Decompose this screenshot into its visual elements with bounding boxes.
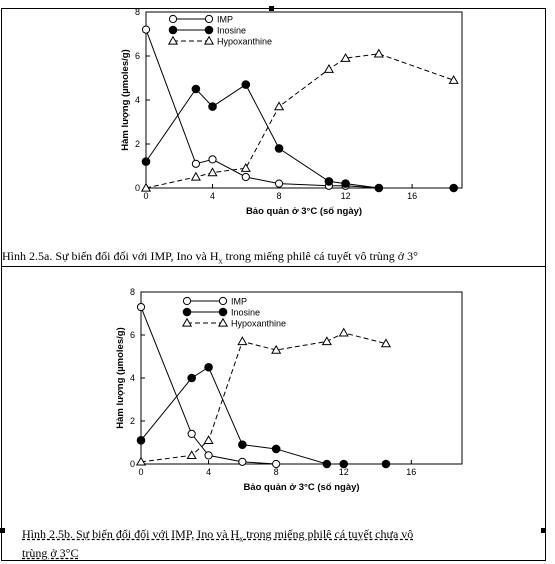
legend-entry-imp: IMP <box>231 297 247 307</box>
y-tick-label: 2 <box>135 139 140 149</box>
y-tick-label: 6 <box>135 51 140 61</box>
legend-entry-imp: IMP <box>217 15 233 25</box>
x-tick-label: 4 <box>206 467 211 477</box>
data-point-imp <box>272 459 281 469</box>
legend-marker <box>218 307 228 317</box>
selection-handle-bottom-left[interactable] <box>0 528 5 533</box>
data-point-hypoxanthine <box>186 450 197 460</box>
legend-marker <box>218 296 228 306</box>
data-point-hypoxanthine <box>340 52 351 62</box>
data-point-inosine <box>187 373 196 383</box>
data-point-hypoxanthine <box>373 48 384 58</box>
y-tick-label: 4 <box>135 95 140 105</box>
caption-figure-a: Hình 2.5a. Sự biến đổi đối với IMP, Ino … <box>2 249 418 266</box>
y-tick-label: 0 <box>130 459 135 469</box>
data-point-imp <box>238 457 247 466</box>
data-point-inosine <box>136 436 146 445</box>
data-point-inosine <box>204 362 213 372</box>
x-tick-label: 16 <box>407 191 417 201</box>
legend-entry-inosine: Inosine <box>217 26 246 36</box>
y-tick-label: 6 <box>130 330 135 340</box>
data-point-hypoxanthine <box>338 327 349 337</box>
x-tick-label: 8 <box>277 191 282 201</box>
series-line-inosine <box>140 366 386 465</box>
series-line-imp <box>145 29 379 189</box>
data-point-hypoxanthine <box>140 182 152 192</box>
data-point-hypoxanthine <box>135 456 147 466</box>
data-point-inosine <box>191 84 201 94</box>
x-axis-label: Bảo quản ở 3°C (số ngày) <box>246 206 362 217</box>
legend-marker <box>182 296 192 306</box>
y-tick-label: 8 <box>135 7 140 17</box>
legend-marker <box>204 14 214 24</box>
data-point-hypoxanthine <box>237 336 248 346</box>
data-point-imp <box>241 172 250 182</box>
y-axis-label: Hàm lượng (µmoles/g) <box>120 49 131 150</box>
data-point-imp <box>136 302 146 312</box>
x-tick-label: 0 <box>143 191 148 201</box>
series-line-hypoxanthine <box>140 332 387 463</box>
data-point-inosine <box>271 444 281 454</box>
legend-entry-inosine: Inosine <box>231 308 260 318</box>
chart-figure-a: 0 2 4 6 8 0 4 8 12 16 Bảo quản ở 3°C (số ngày) Hàm … <box>120 7 463 217</box>
figure-separator <box>1 266 546 267</box>
x-tick-label: 12 <box>341 191 351 201</box>
data-point-imp <box>274 179 284 188</box>
data-point-inosine <box>141 157 151 166</box>
data-point-hypoxanthine <box>380 338 392 348</box>
legend-marker <box>168 14 178 24</box>
x-tick-label: 16 <box>406 467 416 477</box>
data-point-hypoxanthine <box>271 344 282 354</box>
data-point-inosine <box>374 183 384 193</box>
data-point-inosine <box>274 144 284 153</box>
data-point-hypoxanthine <box>273 101 285 111</box>
data-point-imp <box>187 429 196 438</box>
x-axis-label: Bảo quản ở 3°C (số ngày) <box>243 482 359 493</box>
legend-marker <box>204 25 214 35</box>
data-point-inosine <box>238 440 247 449</box>
data-point-inosine <box>449 183 458 193</box>
legend-marker <box>181 317 193 327</box>
chart-figure-b: 0 2 4 6 8 0 4 8 12 16 Bảo quản ở 3°C (số ngày) Hàm … <box>115 287 463 493</box>
x-tick-label: 0 <box>138 467 143 477</box>
data-point-inosine <box>341 179 350 188</box>
data-point-inosine <box>241 80 251 89</box>
series-line-hypoxanthine <box>145 53 454 189</box>
data-point-inosine <box>339 459 349 469</box>
series-line-inosine <box>145 83 454 189</box>
legend-entry-hypoxanthine: Hypoxanthine <box>217 37 272 47</box>
data-point-inosine <box>324 177 334 186</box>
legend-entry-hypoxanthine: Hypoxanthine <box>231 319 286 329</box>
data-point-hypoxanthine <box>321 336 332 346</box>
y-tick-label: 2 <box>130 416 135 426</box>
selection-handle-top[interactable] <box>269 6 274 11</box>
data-point-hypoxanthine <box>240 162 251 172</box>
legend-marker <box>182 307 192 317</box>
x-tick-label: 12 <box>339 467 349 477</box>
data-point-imp <box>141 25 151 34</box>
data-point-hypoxanthine <box>203 435 214 444</box>
y-axis-label: Hàm lượng (µmoles/g) <box>115 327 126 428</box>
data-point-hypoxanthine <box>323 63 335 73</box>
legend-marker <box>167 35 179 45</box>
data-point-imp <box>191 159 200 168</box>
y-tick-label: 0 <box>135 183 140 193</box>
x-tick-label: 8 <box>274 467 279 477</box>
x-tick-label: 4 <box>210 191 215 201</box>
data-point-imp <box>204 451 213 460</box>
data-point-hypoxanthine <box>207 167 218 177</box>
y-tick-label: 8 <box>130 287 135 297</box>
legend-marker <box>203 35 215 45</box>
legend-marker <box>168 25 178 35</box>
caption-figure-b: Hình 2.5b. Sự biến đổi đối với IMP, Ino … <box>22 527 414 561</box>
selection-handle-bottom-right[interactable] <box>541 528 546 533</box>
legend-marker <box>217 317 229 327</box>
data-point-inosine <box>322 459 332 469</box>
data-point-imp <box>208 155 217 164</box>
data-point-inosine <box>381 459 391 469</box>
y-tick-label: 4 <box>130 373 135 383</box>
data-point-hypoxanthine <box>448 74 459 84</box>
data-point-hypoxanthine <box>190 171 201 181</box>
data-point-inosine <box>208 102 217 111</box>
